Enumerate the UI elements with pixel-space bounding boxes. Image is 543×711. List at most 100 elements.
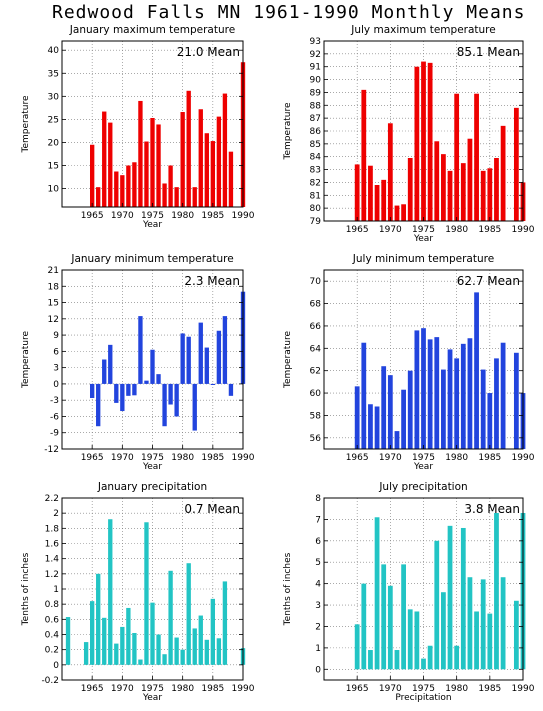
bar-1977 [434, 141, 440, 221]
bar-1968 [108, 519, 113, 665]
bar-1971 [394, 650, 400, 670]
y-tick-label: 89 [310, 88, 322, 98]
bar-1975 [421, 658, 426, 670]
x-tick-label: 1975 [141, 211, 164, 221]
bar-1979 [447, 349, 453, 449]
mean-label: 21.0 Mean [177, 45, 240, 59]
y-tick-label: -9 [50, 429, 59, 439]
x-tick-label: 1970 [379, 225, 402, 235]
bar-1969 [114, 643, 119, 665]
bar-1964 [83, 642, 89, 665]
bar-1979 [174, 383, 179, 417]
x-tick-label: 1970 [111, 211, 134, 221]
bar-1978 [168, 570, 173, 665]
y-tick-label: 68 [310, 300, 322, 310]
bar-1981 [186, 563, 191, 665]
bar-1986 [494, 512, 499, 670]
bar-1987 [222, 581, 228, 665]
x-tick-label: 1975 [412, 225, 435, 235]
bar-1968 [374, 517, 380, 670]
bar-1972 [401, 204, 406, 221]
bar-1971 [126, 165, 131, 207]
y-tick-label: 92 [310, 50, 321, 60]
bar-1984 [480, 369, 486, 449]
y-tick-label: 90 [310, 76, 322, 86]
y-tick-label: 70 [310, 277, 322, 287]
bar-1976 [427, 62, 433, 221]
bar-1980 [180, 333, 185, 384]
y-tick-label: 1 [315, 644, 321, 654]
bar-1985 [487, 613, 493, 670]
y-axis-label: Temperature [21, 95, 31, 153]
x-axis-label: Precipitation [395, 693, 451, 703]
bar-1982 [192, 383, 197, 431]
y-tick-label: 62 [310, 367, 321, 377]
y-tick-label: 80 [310, 204, 322, 214]
y-tick-label: 18 [48, 282, 60, 292]
bar-1969 [381, 564, 387, 670]
bar-1971 [394, 205, 400, 221]
y-tick-label: 5 [315, 558, 321, 568]
y-axis-label: Tenths of inches [283, 552, 293, 626]
y-tick-label: 1.6 [45, 540, 60, 550]
bar-1973 [407, 158, 413, 221]
x-tick-label: 1985 [478, 225, 501, 235]
bar-1970 [120, 383, 125, 412]
x-tick-label: 1980 [171, 453, 194, 463]
bar-1972 [401, 389, 406, 449]
bar-1974 [144, 141, 149, 207]
y-tick-label: 15 [48, 162, 59, 172]
x-tick-label: 1965 [346, 684, 369, 694]
bar-1981 [460, 527, 466, 670]
y-tick-label: 81 [310, 191, 321, 201]
bar-1979 [174, 187, 179, 207]
bar-1969 [114, 383, 119, 403]
bar-1965 [354, 164, 360, 221]
bar-1984 [480, 170, 486, 221]
x-tick-label: 1990 [512, 225, 535, 235]
bar-1978 [441, 154, 446, 221]
x-tick-label: 1990 [232, 684, 255, 694]
bar-1967 [368, 165, 373, 221]
bar-1972 [132, 632, 137, 665]
y-tick-label: 83 [310, 166, 321, 176]
bar-1984 [480, 579, 486, 670]
chart-6: 0 1 2 3 4 5 6 7 8 1965 1970 1975 1980 1985 1990 July pr… [283, 481, 535, 703]
mean-label: 3.8 Mean [464, 502, 520, 516]
bar-1969 [114, 171, 119, 207]
bar-1975 [150, 349, 155, 384]
y-axis-label: Tenths of inches [21, 552, 31, 626]
mean-label: 0.7 Mean [184, 502, 240, 516]
x-tick-label: 1985 [201, 211, 224, 221]
bar-1965 [89, 601, 95, 665]
bar-1961 [65, 617, 71, 665]
x-axis-label: Year [142, 693, 162, 703]
bar-1985 [210, 383, 216, 385]
bar-1973 [138, 659, 143, 665]
bar-1965 [89, 383, 95, 399]
bar-1966 [361, 89, 367, 221]
mean-label: 62.7 Mean [457, 274, 520, 288]
x-tick-label: 1985 [201, 684, 224, 694]
bar-1983 [474, 292, 479, 449]
bar-1976 [156, 374, 161, 384]
y-tick-label: 10 [48, 185, 60, 195]
bar-1982 [192, 187, 197, 207]
x-tick-label: 1970 [379, 453, 402, 463]
bar-1979 [447, 525, 453, 670]
x-tick-label: 1970 [111, 684, 134, 694]
y-tick-label: 25 [48, 115, 59, 125]
x-tick-label: 1980 [445, 453, 468, 463]
y-tick-label: 3 [315, 601, 321, 611]
bar-1985 [487, 168, 493, 221]
bar-1978 [441, 592, 446, 670]
bar-1974 [414, 66, 420, 221]
bar-1976 [427, 339, 433, 449]
x-tick-label: 1965 [81, 453, 104, 463]
y-tick-label: -6 [50, 412, 59, 422]
bar-1978 [168, 383, 173, 405]
x-tick-label: 1990 [232, 453, 255, 463]
bar-1967 [368, 650, 373, 670]
bar-1983 [474, 93, 479, 221]
bar-1975 [150, 602, 155, 665]
